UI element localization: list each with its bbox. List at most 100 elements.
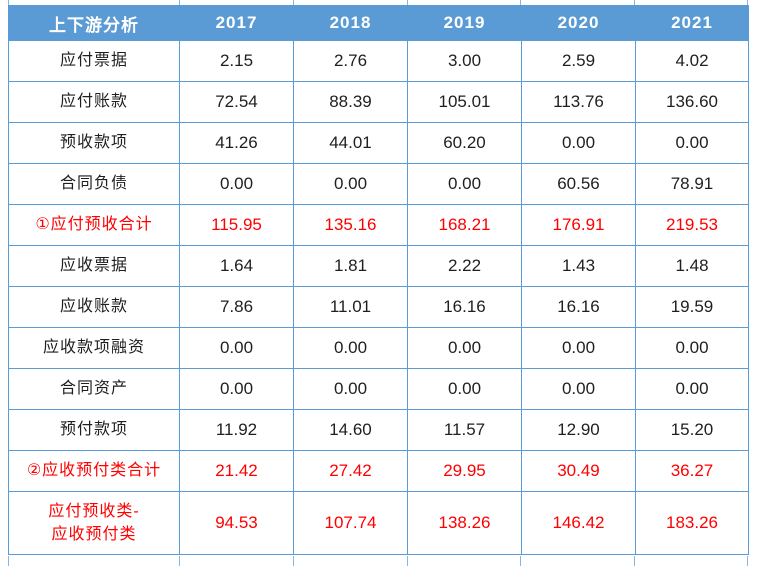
gridline-tick <box>293 556 294 566</box>
table-row: 应付账款 72.54 88.39 105.01 113.76 136.60 <box>8 81 749 123</box>
value-cell[interactable]: 168.21 <box>407 204 522 246</box>
table-title-cell[interactable]: 上下游分析 <box>8 5 180 41</box>
table-row: 应付票据 2.15 2.76 3.00 2.59 4.02 <box>8 40 749 82</box>
table-row: 合同资产 0.00 0.00 0.00 0.00 0.00 <box>8 368 749 410</box>
row-label-cell[interactable]: 预收款项 <box>8 122 180 164</box>
value-cell[interactable]: 1.81 <box>293 245 408 287</box>
value-cell[interactable]: 88.39 <box>293 81 408 123</box>
row-label-cell[interactable]: 合同资产 <box>8 368 180 410</box>
value-cell[interactable]: 4.02 <box>635 40 749 82</box>
value-cell[interactable]: 135.16 <box>293 204 408 246</box>
gridline-tick <box>634 0 635 5</box>
value-cell[interactable]: 0.00 <box>179 327 294 369</box>
row-label-cell[interactable]: 预付款项 <box>8 409 180 451</box>
value-cell[interactable]: 72.54 <box>179 81 294 123</box>
row-label-cell[interactable]: 应付账款 <box>8 81 180 123</box>
value-cell[interactable]: 27.42 <box>293 450 408 492</box>
value-cell[interactable]: 1.43 <box>521 245 636 287</box>
value-cell[interactable]: 0.00 <box>407 327 522 369</box>
table-row: 预付款项 11.92 14.60 11.57 12.90 15.20 <box>8 409 749 451</box>
value-cell[interactable]: 12.90 <box>521 409 636 451</box>
value-cell[interactable]: 0.00 <box>635 122 749 164</box>
value-cell[interactable]: 183.26 <box>635 491 749 555</box>
year-header-cell[interactable]: 2020 <box>521 5 636 41</box>
value-cell[interactable]: 2.59 <box>521 40 636 82</box>
value-cell[interactable]: 7.86 <box>179 286 294 328</box>
row-label-cell[interactable]: ①应付预收合计 <box>8 204 180 246</box>
table-row: 预收款项 41.26 44.01 60.20 0.00 0.00 <box>8 122 749 164</box>
row-label-cell[interactable]: 应收账款 <box>8 286 180 328</box>
value-cell[interactable]: 0.00 <box>521 327 636 369</box>
value-cell[interactable]: 0.00 <box>293 327 408 369</box>
table-row: 应收票据 1.64 1.81 2.22 1.43 1.48 <box>8 245 749 287</box>
value-cell[interactable]: 105.01 <box>407 81 522 123</box>
value-cell[interactable]: 19.59 <box>635 286 749 328</box>
value-cell[interactable]: 16.16 <box>407 286 522 328</box>
value-cell[interactable]: 60.56 <box>521 163 636 205</box>
year-header-cell[interactable]: 2018 <box>293 5 408 41</box>
year-header-cell[interactable]: 2019 <box>407 5 522 41</box>
value-cell[interactable]: 1.64 <box>179 245 294 287</box>
gridline-tick <box>293 0 294 5</box>
table-body: 应付票据 2.15 2.76 3.00 2.59 4.02 应付账款 72.54 88.39 10… <box>8 40 749 555</box>
gridline-tick <box>520 556 521 566</box>
value-cell[interactable]: 0.00 <box>293 163 408 205</box>
value-cell[interactable]: 0.00 <box>179 163 294 205</box>
value-cell[interactable]: 41.26 <box>179 122 294 164</box>
value-cell[interactable]: 0.00 <box>635 368 749 410</box>
value-cell[interactable]: 219.53 <box>635 204 749 246</box>
table-row: 应收款项融资 0.00 0.00 0.00 0.00 0.00 <box>8 327 749 369</box>
gridline-tick <box>179 0 180 5</box>
value-cell[interactable]: 0.00 <box>521 368 636 410</box>
value-cell[interactable]: 146.42 <box>521 491 636 555</box>
value-cell[interactable]: 60.20 <box>407 122 522 164</box>
year-header-cell[interactable]: 2021 <box>635 5 749 41</box>
gridline-tick <box>520 0 521 5</box>
value-cell[interactable]: 11.57 <box>407 409 522 451</box>
value-cell[interactable]: 3.00 <box>407 40 522 82</box>
value-cell[interactable]: 176.91 <box>521 204 636 246</box>
upstream-downstream-analysis-table: 上下游分析 2017 2018 2019 2020 2021 应付票据 2.15 2.76 3… <box>8 5 749 555</box>
value-cell[interactable]: 113.76 <box>521 81 636 123</box>
value-cell[interactable]: 2.22 <box>407 245 522 287</box>
row-label-cell[interactable]: 合同负债 <box>8 163 180 205</box>
gridline-tick <box>634 556 635 566</box>
value-cell[interactable]: 0.00 <box>635 327 749 369</box>
year-header-cell[interactable]: 2017 <box>179 5 294 41</box>
value-cell[interactable]: 94.53 <box>179 491 294 555</box>
table-row: 应付预收类- 应收预付类 94.53 107.74 138.26 146.42 183.2… <box>8 491 749 555</box>
value-cell[interactable]: 0.00 <box>407 163 522 205</box>
table-row: ①应付预收合计 115.95 135.16 168.21 176.91 219.53 <box>8 204 749 246</box>
row-label-cell[interactable]: 应付票据 <box>8 40 180 82</box>
value-cell[interactable]: 11.92 <box>179 409 294 451</box>
value-cell[interactable]: 15.20 <box>635 409 749 451</box>
value-cell[interactable]: 29.95 <box>407 450 522 492</box>
row-label-cell[interactable]: ②应收预付类合计 <box>8 450 180 492</box>
value-cell[interactable]: 107.74 <box>293 491 408 555</box>
value-cell[interactable]: 78.91 <box>635 163 749 205</box>
row-label-cell[interactable]: 应收款项融资 <box>8 327 180 369</box>
value-cell[interactable]: 0.00 <box>179 368 294 410</box>
value-cell[interactable]: 36.27 <box>635 450 749 492</box>
value-cell[interactable]: 136.60 <box>635 81 749 123</box>
header-row: 上下游分析 2017 2018 2019 2020 2021 <box>8 5 749 41</box>
value-cell[interactable]: 138.26 <box>407 491 522 555</box>
value-cell[interactable]: 11.01 <box>293 286 408 328</box>
value-cell[interactable]: 2.76 <box>293 40 408 82</box>
gridline-tick <box>8 0 9 5</box>
value-cell[interactable]: 1.48 <box>635 245 749 287</box>
row-label-cell[interactable]: 应付预收类- 应收预付类 <box>8 491 180 555</box>
value-cell[interactable]: 30.49 <box>521 450 636 492</box>
value-cell[interactable]: 2.15 <box>179 40 294 82</box>
value-cell[interactable]: 44.01 <box>293 122 408 164</box>
value-cell[interactable]: 0.00 <box>521 122 636 164</box>
table-row: 应收账款 7.86 11.01 16.16 16.16 19.59 <box>8 286 749 328</box>
value-cell[interactable]: 14.60 <box>293 409 408 451</box>
row-label-cell[interactable]: 应收票据 <box>8 245 180 287</box>
value-cell[interactable]: 16.16 <box>521 286 636 328</box>
value-cell[interactable]: 21.42 <box>179 450 294 492</box>
table-row: 合同负债 0.00 0.00 0.00 60.56 78.91 <box>8 163 749 205</box>
value-cell[interactable]: 0.00 <box>293 368 408 410</box>
value-cell[interactable]: 115.95 <box>179 204 294 246</box>
value-cell[interactable]: 0.00 <box>407 368 522 410</box>
